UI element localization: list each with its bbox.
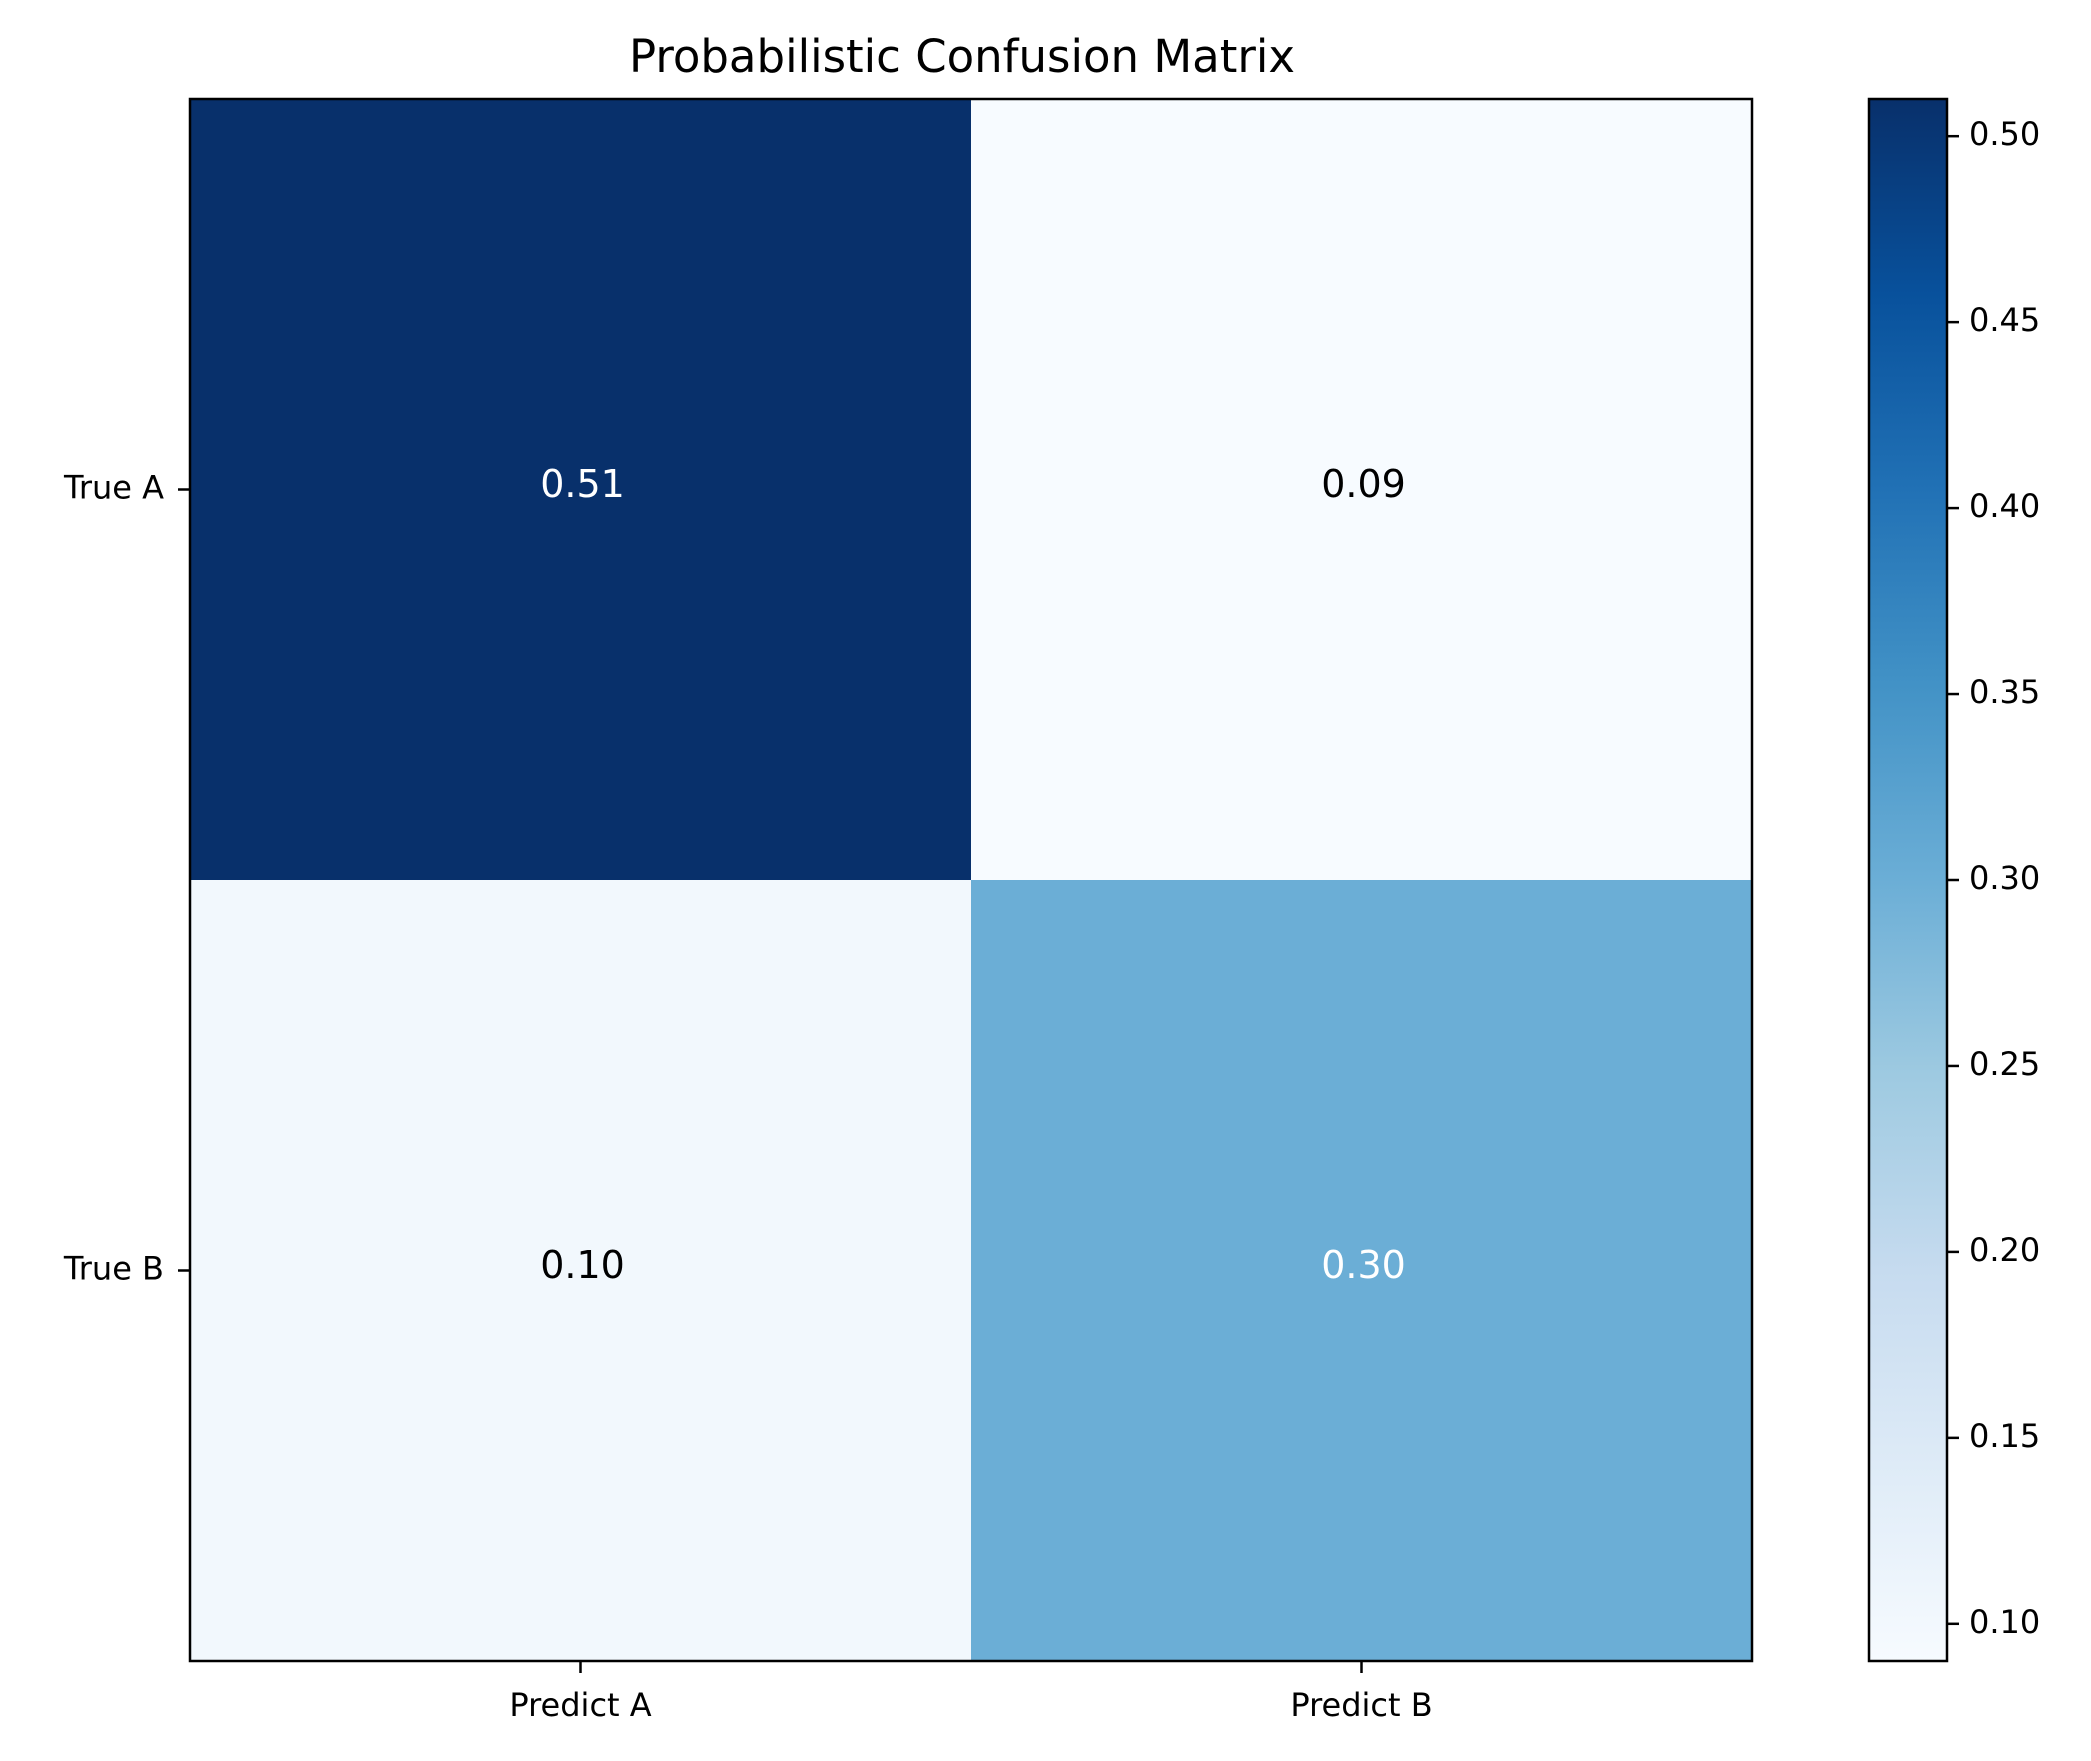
heatmap-cells [190,99,1752,1661]
colorbar-tick-label: 0.10 [1969,1603,2040,1641]
colorbar-tick-label: 0.25 [1969,1045,2040,1083]
colorbar-tick-label: 0.30 [1969,859,2040,897]
colorbar-tick-label: 0.20 [1969,1231,2040,1269]
colorbar [1867,97,1949,1663]
heatmap-cell-r1-c1 [971,880,1752,1661]
y-tick-label: True B [63,1250,164,1288]
x-axis: Predict A Predict B [509,1661,1433,1724]
colorbar-axis: 0.10 0.15 0.20 0.25 0.30 0.35 0.40 0.45 0.50 [1947,115,2040,1641]
y-axis: True A True B [63,469,190,1288]
plot-frame [188,97,1754,1663]
cell-label-r0-c0: 0.51 [540,462,625,506]
colorbar-tick-label: 0.45 [1969,301,2040,339]
heatmap-cell-r0-c1 [971,99,1752,880]
colorbar-tick-label: 0.40 [1969,487,2040,525]
heatmap-cell-r1-c0 [190,880,971,1661]
chart-title: Probabilistic Confusion Matrix [629,30,1295,83]
colorbar-tick-label: 0.15 [1969,1417,2040,1455]
colorbar-tick-label: 0.50 [1969,115,2040,153]
x-tick-label: Predict B [1290,1686,1432,1724]
heatmap-cell-r0-c0 [190,99,971,880]
cell-label-r0-c1: 0.09 [1321,462,1406,506]
cell-value-labels: 0.51 0.09 0.10 0.30 [540,462,1406,1287]
cell-label-r1-c1: 0.30 [1321,1243,1406,1287]
cell-label-r1-c0: 0.10 [540,1243,625,1287]
x-tick-label: Predict A [509,1686,651,1724]
y-tick-label: True A [63,469,164,507]
colorbar-tick-label: 0.35 [1969,673,2040,711]
